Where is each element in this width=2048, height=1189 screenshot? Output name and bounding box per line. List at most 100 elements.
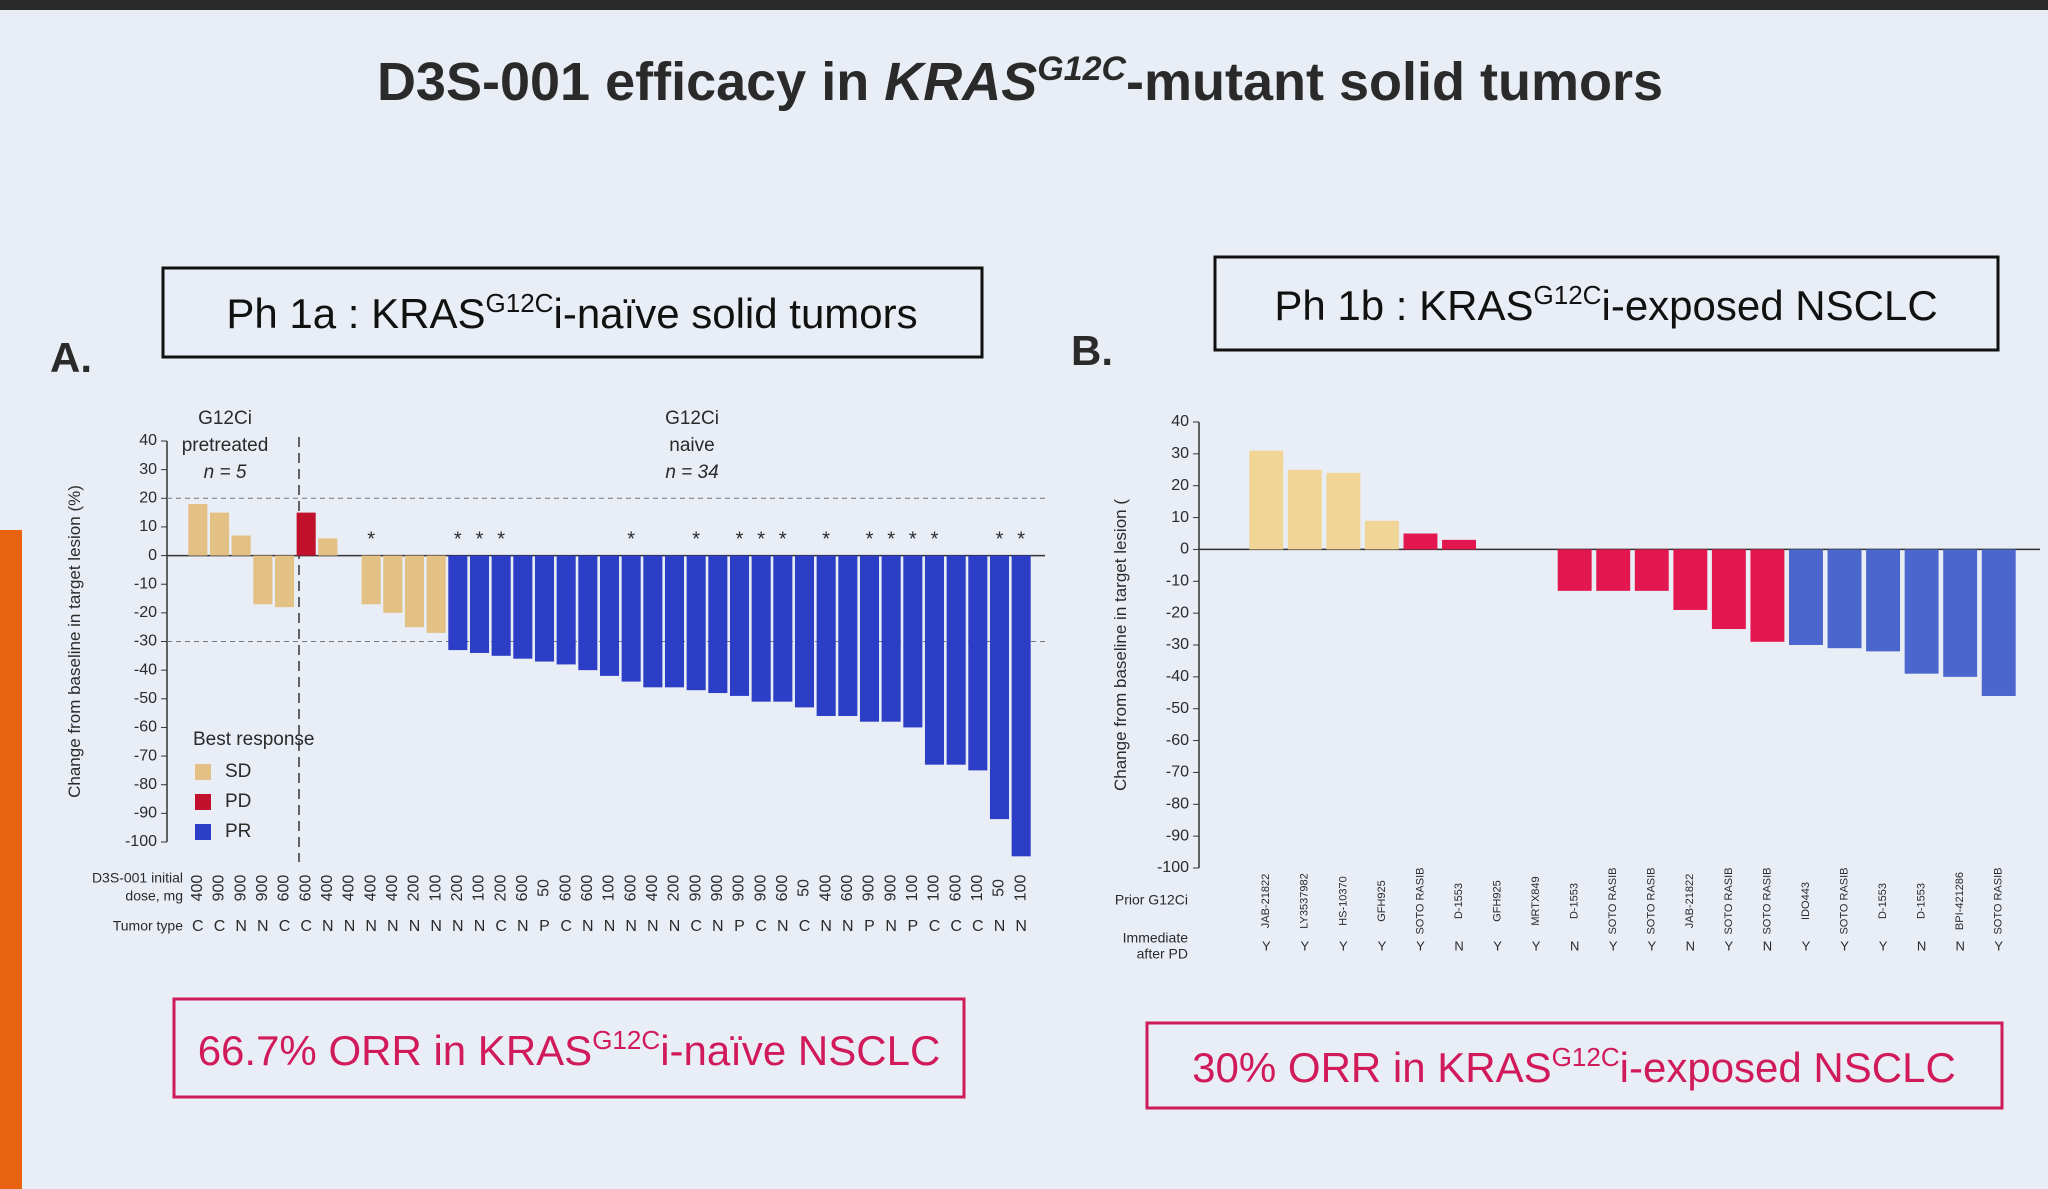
title-sup: G12C bbox=[1037, 50, 1126, 88]
category-label: 600 bbox=[622, 875, 639, 902]
row2-label: Y bbox=[1609, 938, 1618, 953]
bar bbox=[1750, 549, 1785, 642]
bar bbox=[773, 555, 793, 702]
row2-label: N bbox=[430, 918, 442, 935]
bar bbox=[404, 555, 425, 628]
subtitle-sup: G12C bbox=[485, 288, 553, 318]
row2-label: P bbox=[734, 918, 745, 935]
category-label: BPI-421286 bbox=[1954, 872, 1966, 930]
footnote-part: 30% ORR in KRAS bbox=[1192, 1044, 1551, 1091]
y-tick-label: -30 bbox=[134, 633, 157, 650]
row2-label: Y bbox=[1493, 938, 1502, 953]
bar bbox=[751, 555, 771, 702]
asterisk: * bbox=[736, 529, 744, 551]
subtitle-part: Ph 1a : KRAS bbox=[226, 290, 485, 337]
asterisk: * bbox=[1017, 529, 1025, 551]
bar bbox=[513, 555, 533, 659]
category-label: D-1553 bbox=[1453, 883, 1465, 919]
row2-label: C bbox=[300, 918, 312, 935]
category-label: SOTO RASIB bbox=[1414, 867, 1426, 934]
annotation: G12Ci bbox=[665, 408, 719, 429]
legend-swatch bbox=[195, 824, 211, 840]
y-tick-label: 40 bbox=[139, 432, 157, 449]
row2-label: C bbox=[755, 918, 767, 935]
category-label: 900 bbox=[232, 875, 249, 902]
category-label: 400 bbox=[362, 875, 379, 902]
subtitle: Ph 1a : KRASG12Ci-naïve solid tumors bbox=[226, 288, 917, 337]
y-tick-label: -20 bbox=[1166, 604, 1189, 621]
category-label: 200 bbox=[406, 875, 423, 902]
title-part: -mutant solid tumors bbox=[1126, 52, 1663, 112]
category-label: 100 bbox=[1012, 875, 1029, 902]
row2-label: N bbox=[344, 918, 356, 935]
row2-label: N bbox=[387, 918, 399, 935]
annotation: n = 34 bbox=[665, 462, 718, 483]
bar bbox=[1364, 520, 1399, 550]
legend-title: Best response bbox=[193, 729, 314, 750]
row2-label: N bbox=[1570, 938, 1579, 953]
asterisk: * bbox=[692, 529, 700, 551]
asterisk: * bbox=[367, 529, 375, 551]
category-label: 400 bbox=[817, 875, 834, 902]
row2-label: N bbox=[582, 918, 594, 935]
row2-label: N bbox=[474, 918, 486, 935]
category-label: 400 bbox=[384, 875, 401, 902]
orange-strip bbox=[0, 530, 22, 1189]
y-tick-label: 10 bbox=[1171, 509, 1189, 526]
row2-label: N bbox=[1686, 938, 1695, 953]
bar bbox=[383, 555, 403, 613]
category-label: 600 bbox=[514, 875, 531, 902]
category-label: SOTO RASIB bbox=[1646, 867, 1658, 934]
row2-label: Y bbox=[1300, 938, 1309, 953]
row2-label: C bbox=[192, 918, 204, 935]
asterisk: * bbox=[822, 529, 830, 551]
category-label: 200 bbox=[492, 875, 509, 902]
bar bbox=[1943, 549, 1978, 677]
legend-label: PD bbox=[225, 791, 251, 812]
asterisk: * bbox=[909, 529, 917, 551]
category-label: MRTX849 bbox=[1530, 876, 1542, 925]
bar bbox=[296, 512, 316, 556]
bar bbox=[1904, 549, 1939, 674]
title-gene: KRAS bbox=[884, 52, 1037, 112]
row2-label: C bbox=[950, 918, 962, 935]
y-tick-label: -40 bbox=[1166, 668, 1189, 685]
footnote-sup: G12C bbox=[592, 1025, 660, 1055]
row2-label: N bbox=[669, 918, 681, 935]
y-tick-label: -80 bbox=[1166, 796, 1189, 813]
row2-label: P bbox=[907, 918, 918, 935]
row2-label: Y bbox=[1725, 938, 1734, 953]
category-label: 900 bbox=[687, 875, 704, 902]
row2-label: P bbox=[539, 918, 550, 935]
row2-label: N bbox=[409, 918, 421, 935]
asterisk: * bbox=[476, 529, 484, 551]
row2-label: N bbox=[712, 918, 724, 935]
asterisk: * bbox=[779, 529, 787, 551]
asterisk: * bbox=[757, 529, 765, 551]
category-label: 600 bbox=[947, 875, 964, 902]
row-title: D3S-001 initial bbox=[92, 870, 183, 886]
y-tick-label: 30 bbox=[1171, 445, 1189, 462]
category-label: 400 bbox=[644, 875, 661, 902]
category-label: 900 bbox=[882, 875, 899, 902]
bar bbox=[1442, 539, 1476, 550]
category-label: 50 bbox=[536, 879, 553, 897]
bar bbox=[1011, 555, 1031, 857]
category-label: 900 bbox=[861, 875, 878, 902]
slide-title: D3S-001 efficacy in KRASG12C-mutant soli… bbox=[377, 50, 1663, 112]
legend-label: SD bbox=[225, 761, 251, 782]
footnote-part: i-exposed NSCLC bbox=[1620, 1044, 1956, 1091]
row2-label: C bbox=[690, 918, 702, 935]
row2-label: Y bbox=[1262, 938, 1271, 953]
bar bbox=[708, 555, 728, 694]
bar bbox=[794, 555, 815, 708]
category-label: 600 bbox=[579, 875, 596, 902]
row2-label: N bbox=[517, 918, 529, 935]
category-label: 600 bbox=[297, 875, 314, 902]
category-label: SOTO RASIB bbox=[1838, 867, 1850, 934]
bar bbox=[881, 555, 901, 722]
row-title: Tumor type bbox=[113, 918, 183, 934]
category-label: GFH925 bbox=[1491, 880, 1503, 922]
